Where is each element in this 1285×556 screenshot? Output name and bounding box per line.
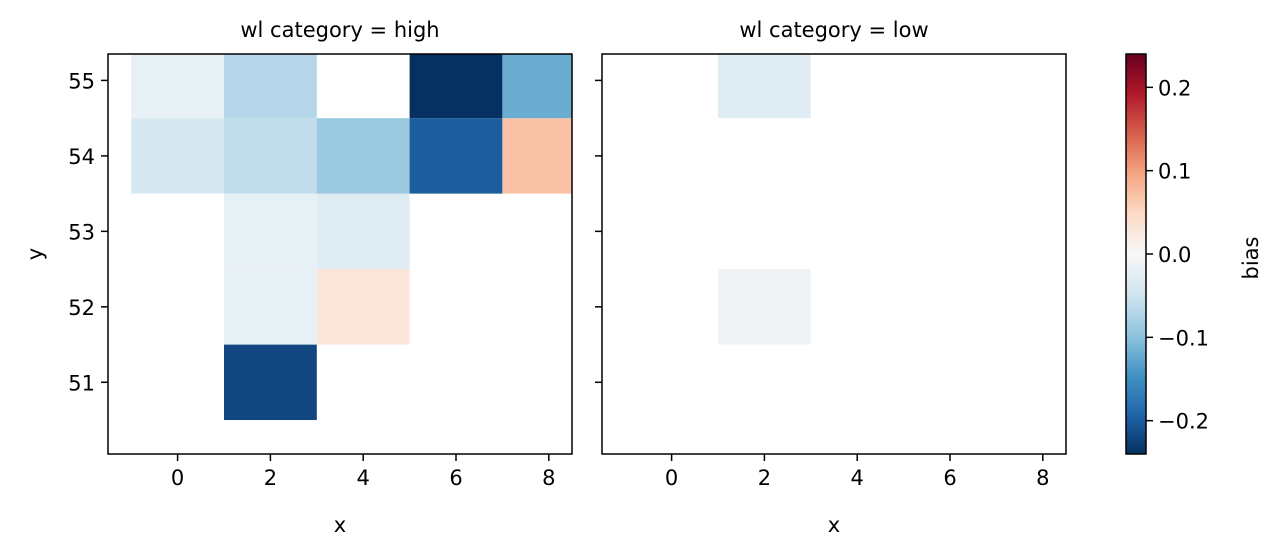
y-axis-label: y	[23, 248, 47, 260]
heatmap-cell	[131, 118, 224, 194]
y-tick-label: 51	[68, 371, 95, 395]
heatmap-cell	[224, 344, 317, 421]
panel-title: wl category = low	[739, 18, 928, 42]
x-tick-label: 8	[1036, 466, 1049, 490]
heatmap-cell	[409, 118, 503, 194]
heatmap-cell	[224, 193, 317, 270]
x-tick-label: 8	[542, 466, 555, 490]
heatmap-cell	[224, 118, 317, 194]
x-axis-label: x	[334, 513, 346, 537]
colorbar-gradient	[1125, 53, 1147, 455]
plot-frame	[601, 53, 1067, 455]
panel-high: wl category = high 0 2 4 6 8 51 52 53 54 55 x y	[23, 18, 573, 537]
x-ticks: 0 2 4 6 8	[665, 454, 1049, 490]
colorbar-tick-label: −0.2	[1158, 410, 1209, 434]
colorbar-tick-label: 0.1	[1158, 160, 1191, 184]
x-ticks: 0 2 4 6 8	[171, 454, 555, 490]
x-tick-label: 4	[851, 466, 864, 490]
heatmap-cell	[316, 118, 410, 194]
x-axis-label: x	[828, 513, 840, 537]
x-tick-label: 4	[357, 466, 370, 490]
plot-frame	[107, 53, 573, 455]
y-ticks: 51 52 53 54 55	[68, 69, 108, 395]
y-tick-label: 54	[68, 145, 95, 169]
x-tick-label: 2	[264, 466, 277, 490]
heatmap-cell	[224, 54, 317, 119]
y-ticks	[595, 79, 602, 384]
colorbar-ticks: −0.2 −0.1 0.0 0.1 0.2	[1146, 76, 1209, 434]
heatmap-cell	[718, 54, 811, 119]
y-tick-label: 55	[68, 69, 95, 93]
panel-title: wl category = high	[240, 18, 439, 42]
colorbar-label: bias	[1239, 237, 1263, 280]
heatmap-cell	[502, 54, 572, 119]
x-tick-label: 6	[449, 466, 462, 490]
heatmap-cell	[316, 269, 410, 345]
x-tick-label: 0	[171, 466, 184, 490]
x-tick-label: 2	[758, 466, 771, 490]
y-tick-label: 52	[68, 296, 95, 320]
y-tick-label: 53	[68, 220, 95, 244]
panel-low: wl category = low 0 2 4 6 8 x	[595, 18, 1067, 537]
colorbar: −0.2 −0.1 0.0 0.1 0.2 bias	[1125, 53, 1263, 455]
heatmap-cell	[316, 193, 410, 270]
heatmap-cells	[131, 54, 572, 421]
x-tick-label: 6	[943, 466, 956, 490]
heatmap-cells	[718, 54, 811, 345]
heatmap-cell	[502, 118, 572, 194]
colorbar-tick-label: 0.2	[1158, 76, 1191, 100]
heatmap-cell	[224, 269, 317, 345]
x-tick-label: 0	[665, 466, 678, 490]
heatmap-cell	[409, 54, 503, 119]
colorbar-tick-label: 0.0	[1158, 243, 1191, 267]
colorbar-tick-label: −0.1	[1158, 326, 1209, 350]
heatmap-cell	[131, 54, 224, 119]
heatmap-cell	[718, 269, 811, 345]
